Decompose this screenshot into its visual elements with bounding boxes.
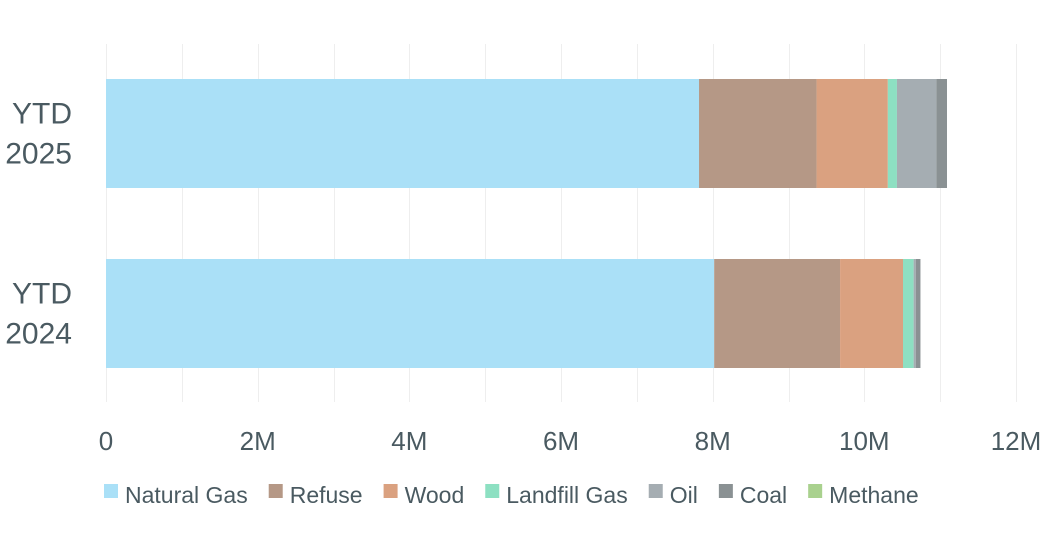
legend-label: Oil: [670, 482, 698, 508]
legend-item-oil[interactable]: Oil: [648, 482, 698, 508]
x-tick-label: 4M: [391, 426, 427, 456]
bar-segment-coal-ytd-2025[interactable]: [936, 79, 947, 188]
legend-swatch: [718, 484, 733, 498]
bar-segment-wood-ytd-2025[interactable]: [816, 79, 888, 188]
bar-segment-landfill-gas-ytd-2024[interactable]: [903, 259, 914, 368]
x-tick-label: 2M: [240, 426, 276, 456]
category-labels: YTD 2025 YTD 2024: [5, 98, 72, 351]
legend-label: Landfill Gas: [506, 482, 627, 508]
legend-swatch: [485, 484, 500, 498]
category-label: YTD: [12, 98, 72, 131]
legend-swatch: [383, 484, 398, 498]
legend-label: Methane: [829, 482, 919, 508]
legend-item-methane[interactable]: Methane: [808, 482, 919, 508]
x-tick-label: 8M: [695, 426, 731, 456]
bar-segment-wood-ytd-2024[interactable]: [840, 259, 904, 368]
bar-segment-oil-ytd-2025[interactable]: [896, 79, 937, 188]
x-axis-tick-labels: 0 2M 4M 6M 8M 10M 12M: [99, 426, 1042, 456]
category-label: 2024: [5, 318, 72, 351]
legend-item-landfill-gas[interactable]: Landfill Gas: [485, 482, 628, 508]
legend-label: Natural Gas: [125, 482, 248, 508]
bar-segment-refuse-ytd-2024[interactable]: [714, 259, 841, 368]
legend-label: Wood: [405, 482, 465, 508]
x-tick-label: 0: [99, 426, 113, 456]
legend-swatch: [104, 484, 118, 498]
legend-item-coal[interactable]: Coal: [718, 482, 787, 508]
category-label: YTD: [12, 278, 72, 311]
bar-segment-refuse-ytd-2025[interactable]: [699, 79, 817, 188]
legend-swatch: [648, 484, 663, 498]
bar-segment-oil-ytd-2024[interactable]: [913, 259, 916, 368]
legend-swatch: [808, 484, 823, 498]
legend-label: Coal: [740, 482, 787, 508]
legend-item-refuse[interactable]: Refuse: [268, 482, 363, 508]
bar-segment-coal-ytd-2024[interactable]: [915, 259, 921, 368]
legend-label: Refuse: [290, 482, 363, 508]
bar-segment-landfill-gas-ytd-2025[interactable]: [887, 79, 897, 188]
x-tick-label: 10M: [839, 426, 890, 456]
bar-segment-natural-gas-ytd-2025[interactable]: [106, 79, 700, 188]
legend-item-natural-gas[interactable]: Natural Gas: [104, 482, 248, 508]
legend-swatch: [268, 484, 283, 498]
category-label: 2025: [5, 138, 72, 171]
bars: [106, 79, 947, 368]
x-tick-label: 12M: [991, 426, 1042, 456]
bar-segment-natural-gas-ytd-2024[interactable]: [106, 259, 715, 368]
legend-item-wood[interactable]: Wood: [383, 482, 465, 508]
legend: Natural Gas Refuse Wood Landfill Gas Oil Coal…: [104, 482, 919, 508]
x-tick-label: 6M: [543, 426, 579, 456]
